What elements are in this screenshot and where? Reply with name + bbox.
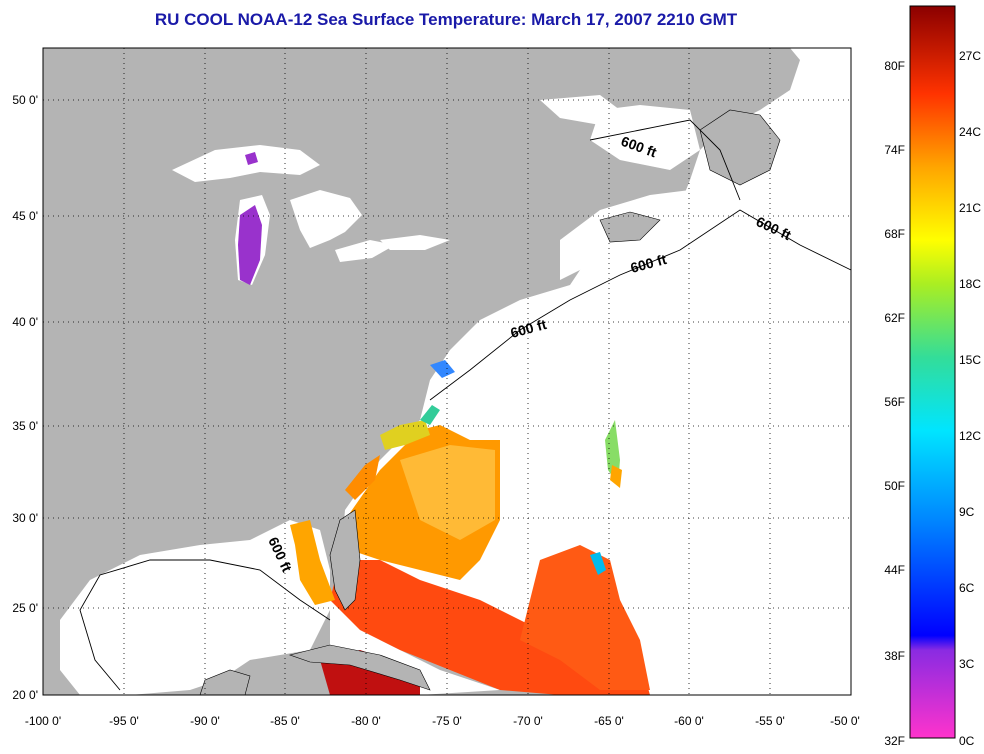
- colorbar-c-label: 0C: [959, 734, 975, 748]
- lon-tick-label: -90 0': [190, 714, 220, 728]
- colorbar-f-label: 68F: [884, 227, 905, 241]
- colorbar-c-label: 27C: [959, 49, 981, 63]
- isobath-lines: [79, 119, 852, 691]
- lon-tick-label: -65 0': [594, 714, 624, 728]
- colorbar-c-label: 12C: [959, 429, 981, 443]
- lon-axis: -100 0' -95 0' -90 0' -85 0' -80 0' -75 …: [25, 714, 860, 728]
- colorbar-c-label: 18C: [959, 277, 981, 291]
- colorbar-c-label: 21C: [959, 201, 981, 215]
- colorbar-f-label: 38F: [884, 649, 905, 663]
- lat-tick-label: 20 0': [12, 688, 38, 702]
- map-title: RU COOL NOAA-12 Sea Surface Temperature:…: [154, 10, 738, 29]
- lat-axis: 20 0' 25 0' 30 0' 35 0' 40 0' 45 0' 50 0…: [12, 93, 38, 702]
- lon-tick-label: -60 0': [674, 714, 704, 728]
- colorbar-f-label: 56F: [884, 395, 905, 409]
- colorbar: 80F 74F 68F 62F 56F 50F 44F 38F 32F 27C …: [884, 5, 981, 748]
- colorbar-f-label: 50F: [884, 479, 905, 493]
- lat-tick-label: 35 0': [12, 419, 38, 433]
- lat-tick-label: 45 0': [12, 209, 38, 223]
- lon-tick-label: -100 0': [25, 714, 61, 728]
- lat-tick-label: 50 0': [12, 93, 38, 107]
- colorbar-f-label: 74F: [884, 143, 905, 157]
- colorbar-c-label: 6C: [959, 581, 975, 595]
- lon-tick-label: -50 0': [830, 714, 860, 728]
- lon-tick-label: -95 0': [109, 714, 139, 728]
- lon-tick-label: -75 0': [432, 714, 462, 728]
- map-frame: [42, 47, 852, 696]
- colorbar-c-label: 15C: [959, 353, 981, 367]
- lon-tick-label: -55 0': [755, 714, 785, 728]
- colorbar-f-label: 80F: [884, 59, 905, 73]
- lat-tick-label: 25 0': [12, 601, 38, 615]
- lat-tick-label: 40 0': [12, 315, 38, 329]
- colorbar-c-label: 24C: [959, 125, 981, 139]
- lon-tick-label: -70 0': [513, 714, 543, 728]
- lat-tick-label: 30 0': [12, 511, 38, 525]
- colorbar-f-label: 44F: [884, 563, 905, 577]
- lon-tick-label: -80 0': [351, 714, 381, 728]
- colorbar-c-label: 3C: [959, 657, 975, 671]
- colorbar-c-label: 9C: [959, 505, 975, 519]
- lon-tick-label: -85 0': [270, 714, 300, 728]
- colorbar-gradient: [909, 5, 956, 739]
- colorbar-f-label: 32F: [884, 734, 905, 748]
- sst-data-layer: [238, 152, 650, 695]
- colorbar-f-label: 62F: [884, 311, 905, 325]
- island-layer: [199, 109, 781, 696]
